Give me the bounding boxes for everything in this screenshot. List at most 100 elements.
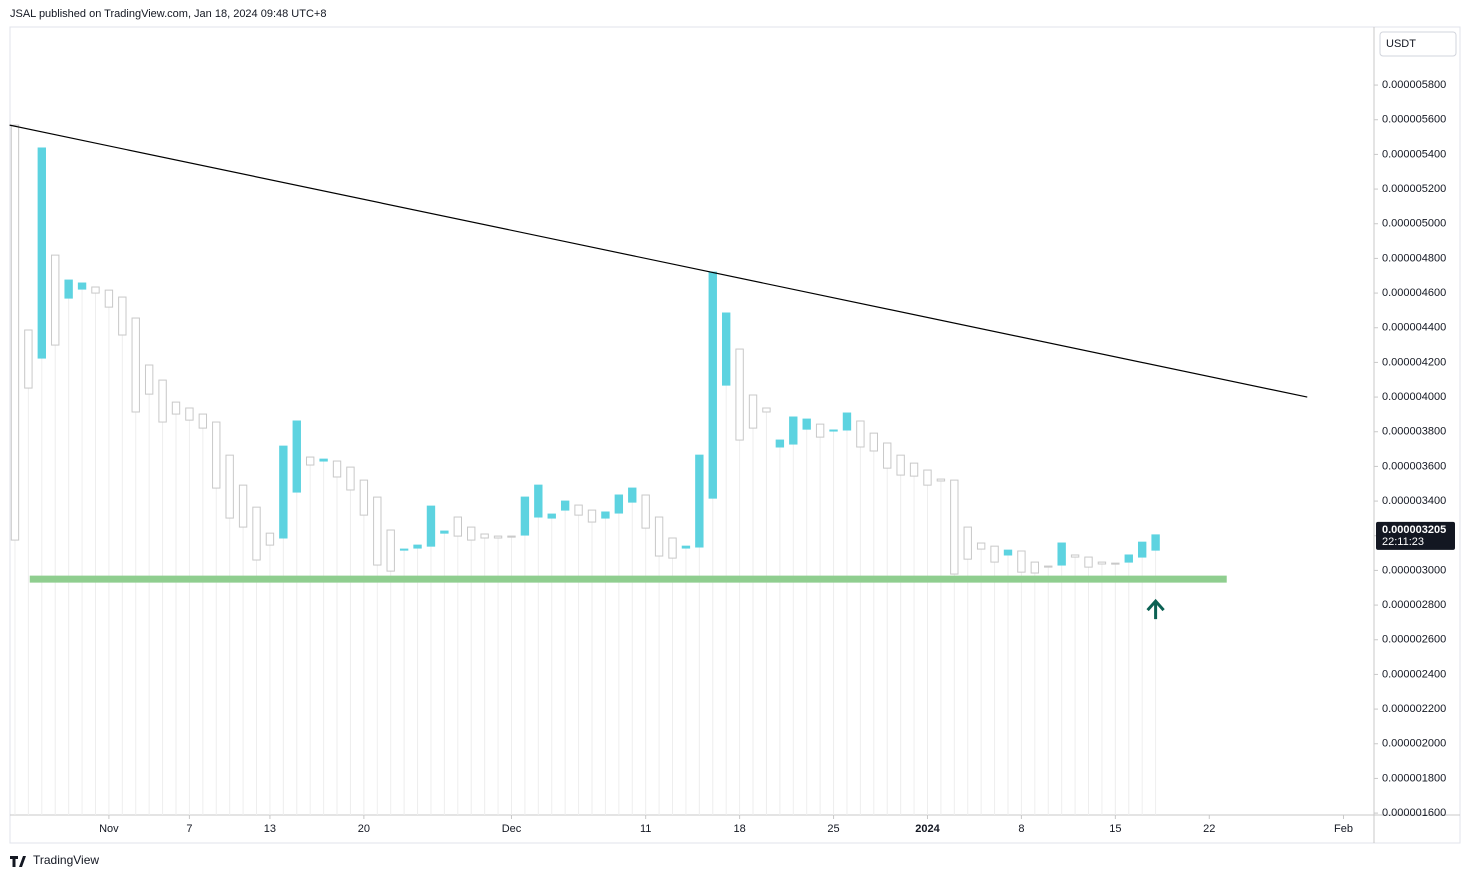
candle-body	[802, 418, 811, 430]
candle-body	[950, 479, 959, 575]
candle-body	[1003, 549, 1013, 556]
y-tick-label: 0.000003000	[1382, 564, 1446, 576]
candle-body	[856, 420, 865, 448]
y-tick-label: 0.000005400	[1382, 148, 1446, 160]
candle-body	[1097, 561, 1107, 565]
x-tick-label: 20	[358, 823, 370, 835]
y-tick-label: 0.000002400	[1382, 668, 1446, 680]
candle-body	[789, 416, 798, 445]
candle-body	[265, 532, 275, 546]
last-price-box	[1376, 521, 1455, 550]
candle-body	[279, 445, 288, 539]
candle-body	[601, 511, 610, 519]
x-tick-label: 25	[827, 823, 839, 835]
x-tick-label: 15	[1109, 823, 1121, 835]
y-tick-label: 0.000005600	[1382, 114, 1446, 126]
candle-body	[1084, 556, 1093, 568]
y-tick-label: 0.000002800	[1382, 599, 1446, 611]
candle-body	[440, 530, 449, 534]
x-tick-label: 7	[186, 823, 192, 835]
candle-body	[963, 526, 972, 560]
brand: TradingView	[33, 853, 99, 867]
candle-body	[10, 124, 20, 541]
candle-body	[493, 535, 503, 539]
candle-body	[923, 469, 932, 486]
candle-body	[695, 454, 704, 548]
candle-body	[319, 458, 328, 462]
currency: USDT	[1386, 38, 1416, 50]
y-tick-label: 0.000005200	[1382, 183, 1446, 195]
currency-box[interactable]	[1379, 31, 1457, 57]
candle-body	[708, 271, 717, 499]
candle-body	[292, 420, 301, 493]
candle-body	[668, 537, 677, 559]
candle-body	[842, 412, 852, 431]
candle-body	[628, 487, 637, 503]
x-tick-label: Dec	[502, 823, 522, 835]
candle-body	[64, 279, 73, 299]
candle-body	[735, 348, 744, 441]
x-tick-label: 8	[1018, 823, 1024, 835]
candle-body	[1017, 550, 1026, 573]
candle-body	[936, 478, 946, 482]
x-tick-label: Nov	[99, 823, 119, 835]
trendline	[9, 124, 1308, 398]
candle-body	[896, 454, 905, 476]
candle-body	[1124, 554, 1133, 563]
candle-body	[869, 432, 878, 452]
candle-body	[641, 494, 650, 529]
candle-body	[534, 484, 543, 518]
frame	[9, 26, 1461, 844]
candle-body	[51, 254, 60, 346]
candle-body	[467, 526, 476, 541]
candle-body	[359, 479, 369, 516]
candle-body	[681, 545, 691, 549]
candle-body	[225, 454, 234, 519]
y-tick-label: 0.000003600	[1382, 460, 1446, 472]
candle-body	[721, 312, 731, 386]
x-tick-label: 2024	[915, 823, 940, 835]
x-tick-label: Feb	[1334, 823, 1353, 835]
x-tick-label: 22	[1203, 823, 1215, 835]
y-tick-label: 0.000003800	[1382, 426, 1446, 438]
candle-body	[654, 516, 664, 557]
y-tick-label: 0.000004800	[1382, 252, 1446, 264]
candle-body	[748, 394, 758, 429]
candle-body	[815, 423, 825, 438]
candle-body	[198, 413, 208, 429]
candle-body	[426, 505, 436, 547]
candle-body	[560, 500, 570, 511]
candle-body	[1137, 541, 1147, 558]
chart-title: JSAL published on TradingView.com, Jan 1…	[10, 8, 326, 20]
candle-body	[91, 286, 100, 294]
candle-body	[909, 462, 919, 477]
candle-body	[144, 364, 154, 395]
candle-body	[1111, 562, 1120, 565]
countdown: 22:11:23	[1382, 536, 1424, 548]
candle-body	[762, 407, 771, 413]
candle-body	[1070, 554, 1080, 558]
candle-body	[976, 542, 986, 550]
candle-body	[212, 421, 221, 489]
candle-body	[507, 535, 516, 538]
y-tick-label: 0.000002200	[1382, 703, 1446, 715]
candle-body	[883, 442, 892, 469]
candle-body	[373, 496, 382, 566]
candle-body	[520, 496, 530, 536]
candle-body	[413, 544, 422, 549]
y-tick-label: 0.000001600	[1382, 807, 1446, 819]
brand-logo	[10, 856, 26, 867]
candle-body	[453, 516, 462, 537]
y-tick-label: 0.000002000	[1382, 738, 1446, 750]
candle-body	[158, 379, 167, 423]
candle-body	[574, 504, 583, 516]
candle-body	[238, 484, 248, 528]
candle-body	[1044, 565, 1053, 568]
last-price-label: 0.000003205	[1382, 524, 1446, 536]
x-tick-label: 18	[733, 823, 745, 835]
y-tick-label: 0.000005000	[1382, 218, 1446, 230]
candle-body	[614, 494, 624, 514]
candle-body	[171, 401, 181, 415]
